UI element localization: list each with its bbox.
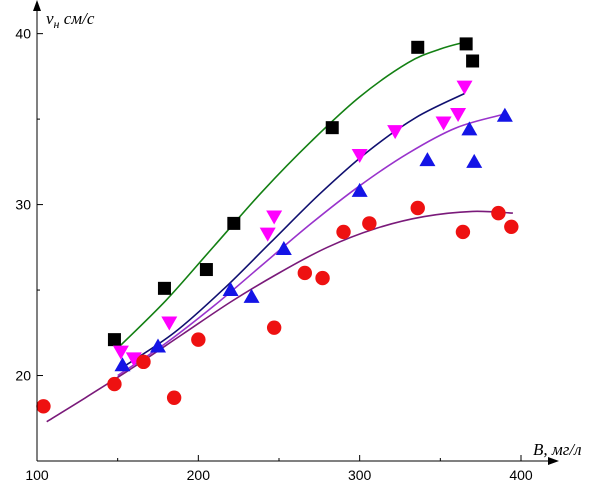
x-tick-label: 300 [348, 467, 372, 483]
fit-curve-triangle-down [117, 113, 506, 377]
point-triangle-down [387, 125, 404, 140]
point-triangle-up [150, 338, 166, 353]
fit-curve-triangle-up [125, 92, 465, 366]
y-axis-title-units: см/с [60, 9, 95, 28]
point-triangle-up [243, 288, 260, 303]
point-triangle-up [496, 107, 513, 122]
y-tick-label: 40 [15, 26, 31, 42]
x-tick-label: 400 [509, 467, 533, 483]
point-triangle-up [461, 121, 478, 136]
point-triangle-up [275, 241, 292, 256]
point-triangle-down [125, 352, 142, 367]
point-circle [191, 332, 206, 347]
point-triangle-up [114, 357, 131, 372]
x-axis-title: B, мг/л [533, 440, 582, 459]
point-triangle-up [419, 152, 436, 167]
y-axis-title-main: v [46, 9, 54, 28]
data-markers [36, 37, 519, 414]
point-circle [455, 224, 471, 240]
point-circle [491, 205, 506, 221]
point-circle [166, 390, 182, 405]
point-triangle-down [161, 316, 178, 331]
y-tick-label: 30 [15, 197, 31, 213]
point-circle [36, 399, 51, 414]
ticks: 100 200 300 400 20 30 40 [15, 26, 532, 483]
fit-curve-circle [46, 210, 513, 423]
point-square [325, 121, 339, 135]
point-triangle-down [456, 80, 473, 95]
point-triangle-up [351, 182, 368, 197]
point-circle [410, 200, 425, 216]
fit-curve-square [117, 41, 465, 349]
point-square [199, 263, 213, 277]
point-square [411, 40, 425, 54]
point-circle [107, 376, 122, 392]
point-triangle-down [259, 227, 276, 242]
point-circle [297, 265, 313, 281]
x-tick-label: 100 [25, 467, 49, 483]
y-tick-label: 20 [15, 368, 31, 384]
point-triangle-down [112, 345, 129, 360]
point-triangle-down [351, 149, 368, 164]
point-circle [266, 320, 282, 335]
point-circle [504, 219, 519, 235]
point-square [107, 333, 121, 347]
point-circle [362, 216, 377, 231]
point-circle [315, 270, 330, 286]
point-triangle-down [435, 116, 452, 131]
y-axis-title-subscript: н [54, 17, 60, 31]
fit-curves [46, 41, 513, 423]
point-circle [336, 224, 351, 240]
axes [33, 0, 559, 465]
point-triangle-up [466, 153, 483, 168]
point-square [459, 37, 473, 51]
y-axis-title: vн см/с [46, 9, 95, 31]
y-axis-arrow [33, 0, 41, 11]
x-tick-label: 200 [187, 467, 211, 483]
point-circle [136, 354, 151, 370]
point-triangle-down [450, 107, 467, 122]
point-triangle-down [266, 210, 283, 225]
point-square [227, 216, 241, 230]
point-triangle-up [222, 282, 239, 297]
point-square [466, 54, 480, 68]
x-axis-arrow [548, 457, 559, 465]
point-square [157, 281, 171, 295]
